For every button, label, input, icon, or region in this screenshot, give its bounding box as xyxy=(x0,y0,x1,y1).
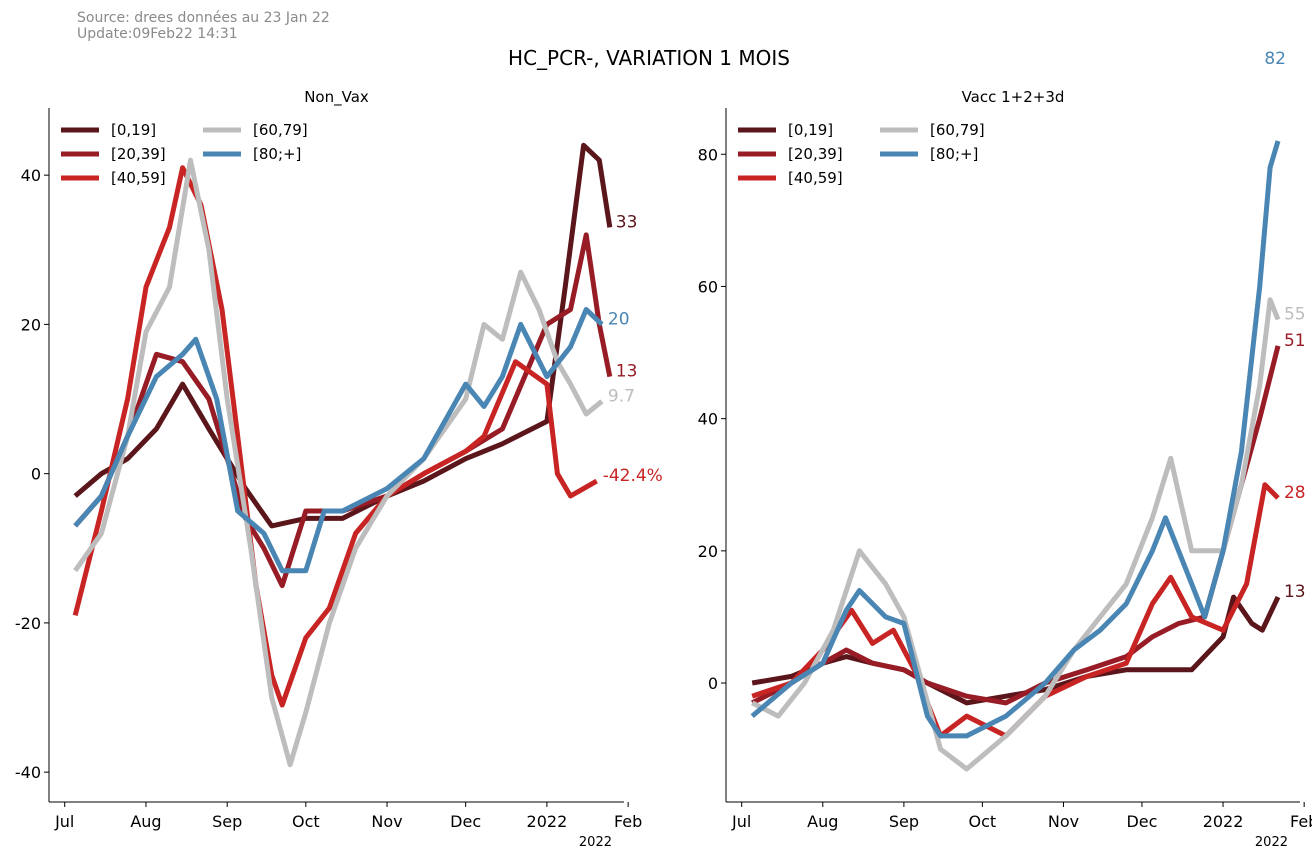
panel-non-vax: Non_Vax 40 20 0 -20 -40 Jul Aug Sep Oct Nov Dec 2022… xyxy=(15,88,663,850)
update-line: Update:09Feb22 14:31 xyxy=(77,26,238,42)
series-line-40-59 xyxy=(72,165,598,708)
series-line-80 xyxy=(750,140,1281,739)
series-end-label: 51 xyxy=(1284,331,1306,351)
y-tick-label: 0 xyxy=(31,465,41,484)
corner-value: 82 xyxy=(1264,49,1286,69)
x-tick-label: Sep xyxy=(889,812,919,831)
y-tick-label: -20 xyxy=(15,614,41,633)
y-tick-label: 40 xyxy=(21,166,41,185)
y-tick-label: 80 xyxy=(698,145,718,164)
y-tick-label: 20 xyxy=(698,542,718,561)
legend-entry-label: [60,79] xyxy=(930,121,985,139)
y-tick-label: 60 xyxy=(698,277,718,296)
legend-entry-label: [0,19] xyxy=(111,121,156,139)
chart-title: HC_PCR-, VARIATION 1 MOIS xyxy=(508,46,790,70)
x-tick-label: Nov xyxy=(1048,812,1079,831)
series-end-label: 55 xyxy=(1284,305,1306,325)
y-tick-label: 0 xyxy=(708,674,718,693)
series-end-label: 20 xyxy=(608,309,630,329)
legend-entry-label: [80;+] xyxy=(253,145,301,163)
series-end-label: 13 xyxy=(616,362,638,382)
series-end-label: -42.4% xyxy=(603,466,663,486)
panel-vacc: Vacc 1+2+3d 80 60 40 20 0 Jul Aug Sep Oct Nov Dec 20… xyxy=(698,88,1312,850)
x-tick-label: Dec xyxy=(450,812,481,831)
x-tick-label: Oct xyxy=(292,812,320,831)
x-tick-label: 2022 xyxy=(1203,812,1244,831)
panel-title-vacc: Vacc 1+2+3d xyxy=(962,88,1065,106)
series-end-label: 28 xyxy=(1284,483,1306,503)
x-tick-label: Jul xyxy=(731,812,751,831)
x-tick-label: Aug xyxy=(130,812,161,831)
x-tick-label: Dec xyxy=(1126,812,1157,831)
legend-entry-label: [40,59] xyxy=(111,169,166,187)
legend-entry-label: [80;+] xyxy=(930,145,978,163)
y-tick-label: -40 xyxy=(15,763,41,782)
series-line-80 xyxy=(73,307,604,574)
x-offset-label: 2022 xyxy=(579,835,612,850)
x-tick-label: Aug xyxy=(807,812,838,831)
legend-entry-label: [0,19] xyxy=(788,121,833,139)
legend-entry-label: [40,59] xyxy=(788,169,843,187)
x-tick-label: Jul xyxy=(54,812,74,831)
series-end-label: 33 xyxy=(616,212,638,232)
x-tick-label: Feb xyxy=(1290,812,1312,831)
series-end-label: 9.7 xyxy=(608,386,635,406)
panel-title-non-vax: Non_Vax xyxy=(304,88,369,107)
x-tick-label: Oct xyxy=(969,812,997,831)
x-tick-label: Sep xyxy=(212,812,242,831)
series-end-label: 13 xyxy=(1284,582,1306,602)
x-tick-label: Nov xyxy=(371,812,402,831)
series-line-20-39 xyxy=(73,232,613,589)
legend-entry-label: [20,39] xyxy=(111,145,166,163)
y-tick-label: 20 xyxy=(21,315,41,334)
x-offset-label: 2022 xyxy=(1255,835,1288,850)
x-tick-label: Feb xyxy=(614,812,642,831)
y-tick-label: 40 xyxy=(698,410,718,429)
series-line-60-79 xyxy=(73,157,604,768)
legend-entry-label: [20,39] xyxy=(788,145,843,163)
series-line-0-19 xyxy=(751,594,1281,706)
source-line: Source: drees données au 23 Jan 22 xyxy=(77,10,330,26)
legend-entry-label: [60,79] xyxy=(253,121,308,139)
series-line-0-19 xyxy=(73,142,613,529)
x-tick-label: 2022 xyxy=(527,812,568,831)
